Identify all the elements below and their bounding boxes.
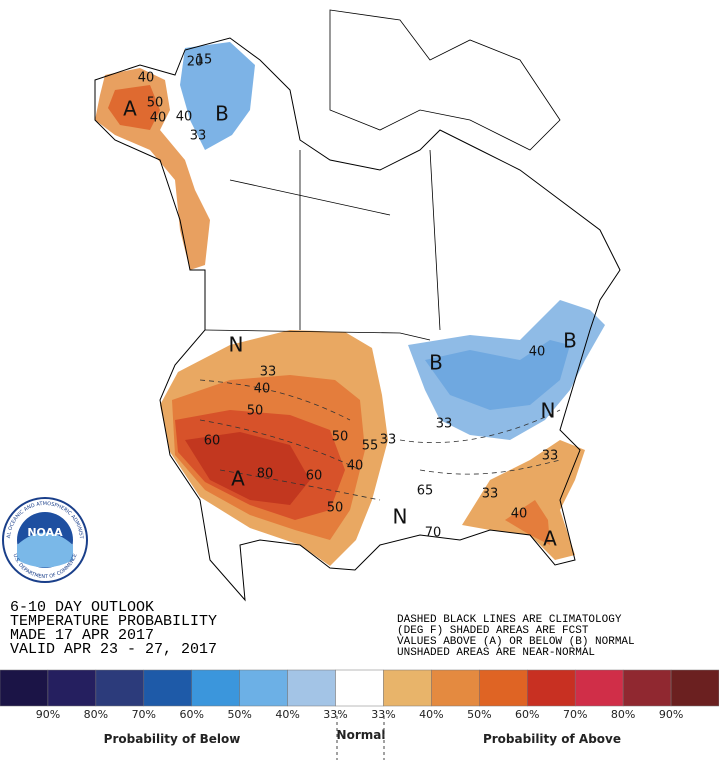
contour-label: 50 <box>147 96 164 111</box>
legend-label: 33% <box>371 708 395 721</box>
contour-label: 50 <box>332 430 349 445</box>
legend-swatch <box>47 669 97 707</box>
region-letter: B <box>563 329 577 353</box>
title-block: 6-10 DAY OUTLOOK TEMPERATURE PROBABILITY… <box>10 599 217 658</box>
legend-label: 70% <box>563 708 587 721</box>
contour-label: 33 <box>190 129 207 144</box>
contour-label: 60 <box>204 434 221 449</box>
contour-label: 40 <box>511 507 528 522</box>
alaska-above-core <box>108 85 160 130</box>
contour-label: 40 <box>254 382 271 397</box>
contour-label: 50 <box>247 404 264 419</box>
region-letter: N <box>393 505 408 529</box>
legend-swatch <box>143 669 192 707</box>
contour-label: 40 <box>347 459 364 474</box>
region-letter: N <box>229 333 244 357</box>
region-letter: A <box>231 467 245 491</box>
legend-label: 90% <box>36 708 60 721</box>
title-line: 6-10 DAY OUTLOOK <box>10 599 154 616</box>
legend-swatch <box>383 669 432 707</box>
map <box>94 9 621 602</box>
title-line: VALID APR 23 - 27, 2017 <box>10 641 217 658</box>
legend-swatch <box>622 669 672 707</box>
logo-wave <box>17 532 73 568</box>
contour-label: 33 <box>380 433 397 448</box>
region-letter: A <box>123 97 137 121</box>
region-letter: B <box>215 102 229 126</box>
southeast-above-50 <box>505 500 550 545</box>
legend-label: 60% <box>180 708 204 721</box>
legend-swatch <box>95 669 145 707</box>
region-letter: N <box>541 399 556 423</box>
contour-label: 40 <box>176 110 193 125</box>
contour-label: 40 <box>150 111 167 126</box>
contour-label: 65 <box>417 484 434 499</box>
contour-label: 33 <box>482 487 499 502</box>
climatology-lines <box>199 379 561 501</box>
legend-label: 40% <box>419 708 443 721</box>
note-line: (DEG F) SHADED AREAS ARE FCST <box>397 625 589 637</box>
logo-text: NOAA <box>27 526 63 539</box>
east-below-40 <box>425 340 570 410</box>
legend-label: 50% <box>227 708 251 721</box>
west-above-70 <box>185 432 310 505</box>
legend-swatch <box>527 669 576 707</box>
legend-label: 90% <box>659 708 683 721</box>
note-line: DASHED BLACK LINES ARE CLIMATOLOGY <box>397 614 622 626</box>
legend-label: 80% <box>611 708 635 721</box>
contour-label: 80 <box>257 467 274 482</box>
contour-label: 33 <box>260 365 277 380</box>
legend-label: 33% <box>323 708 347 721</box>
region-letter: A <box>543 527 557 551</box>
note-line: UNSHADED AREAS ARE NEAR-NORMAL <box>397 647 595 659</box>
arctic-islands <box>329 9 561 151</box>
legend-swatch <box>0 669 49 707</box>
legend-label: 60% <box>515 708 539 721</box>
contour-label: 15 <box>196 53 213 68</box>
title-line: MADE 17 APR 2017 <box>10 627 154 644</box>
title-line: TEMPERATURE PROBABILITY <box>10 613 217 630</box>
legend: Probability of Below Normal Probability … <box>0 669 719 760</box>
borders <box>204 149 441 341</box>
contour-label: 50 <box>327 501 344 516</box>
legend-label: 50% <box>467 708 491 721</box>
contour-label: 55 <box>362 439 379 454</box>
legend-normal: Normal <box>337 728 386 742</box>
region-letter: B <box>429 351 443 375</box>
legend-label: 80% <box>84 708 108 721</box>
contour-label: 60 <box>306 469 323 484</box>
contour-label: 40 <box>138 71 155 86</box>
legend-swatch <box>670 669 719 707</box>
legend-swatch <box>287 669 336 707</box>
legend-swatch <box>335 669 384 707</box>
legend-above: Probability of Above <box>483 732 621 746</box>
legend-swatch <box>191 669 240 707</box>
legend-swatch <box>574 669 624 707</box>
legend-below: Probability of Below <box>104 732 241 746</box>
legend-swatch <box>431 669 480 707</box>
legend-swatch <box>239 669 288 707</box>
coastline <box>94 37 621 602</box>
legend-swatch <box>479 669 528 707</box>
contour-label: 33 <box>542 449 559 464</box>
contour-label: 20 <box>187 55 204 70</box>
legend-label: 40% <box>275 708 299 721</box>
note-line: VALUES ABOVE (A) OR BELOW (B) NORMAL <box>397 636 635 648</box>
notes: DASHED BLACK LINES ARE CLIMATOLOGY (DEG … <box>397 614 635 659</box>
canada-below <box>180 42 255 150</box>
contour-label: 33 <box>436 417 453 432</box>
contour-label: 70 <box>425 526 442 541</box>
legend-label: 70% <box>132 708 156 721</box>
contour-label: 40 <box>529 345 546 360</box>
